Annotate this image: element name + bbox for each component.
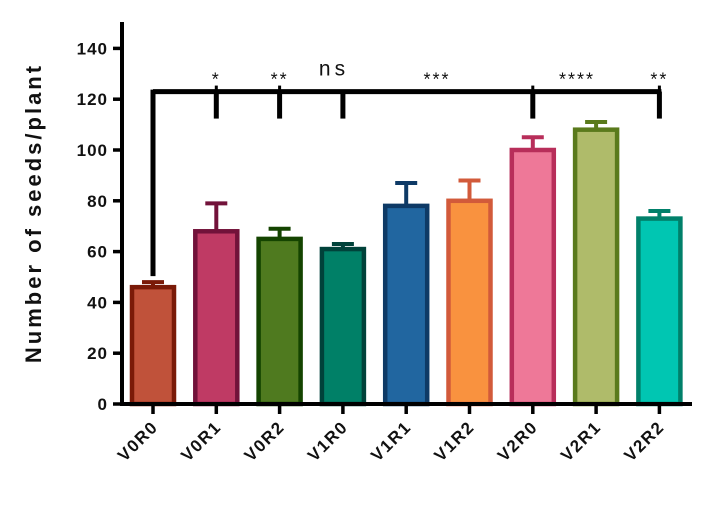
bar-v2r2 — [636, 216, 683, 407]
bars — [129, 120, 683, 407]
x-tick-label: V1R0 — [304, 417, 352, 465]
x-tick-label: V1R2 — [431, 417, 479, 465]
bar-v0r0 — [129, 284, 177, 407]
x-tick-label: V0R2 — [241, 417, 289, 465]
bar-v1r0 — [319, 246, 367, 407]
bar-v0r1 — [193, 229, 240, 407]
significance-label: *** — [423, 70, 450, 90]
significance-label: **** — [559, 70, 595, 90]
bar-v0r2 — [256, 236, 303, 407]
y-tick-label: 140 — [77, 39, 108, 58]
x-tick-label: V2R2 — [620, 417, 668, 465]
x-tick-label: V1R1 — [367, 417, 415, 465]
significance-label: * — [212, 70, 221, 90]
y-tick-label: 80 — [87, 192, 108, 211]
y-axis-label: Number of seeds/plant — [21, 63, 46, 363]
y-tick-label: 120 — [77, 90, 108, 109]
y-axis: 0 20 40 60 80 100 120 140 — [77, 22, 124, 414]
y-tick-label: 20 — [87, 344, 108, 363]
y-tick-label: 60 — [87, 243, 108, 262]
x-axis: V0R0 V0R1 V0R2 V1R0 V1R1 V1R2 V2R0 V2R1 V2R2 — [114, 402, 692, 465]
significance-annotations: * ** *** **** **ns — [150, 58, 668, 277]
bar-v1r2 — [446, 198, 493, 407]
ns-label: ns — [319, 58, 349, 81]
y-tick-label: 100 — [77, 141, 108, 160]
bar-v2r1 — [572, 127, 620, 407]
y-tick-label: 40 — [87, 293, 108, 312]
significance-label: ** — [650, 70, 668, 90]
bar-v2r0 — [509, 147, 557, 407]
bar-v1r1 — [382, 203, 430, 407]
significance-label: ** — [271, 70, 289, 90]
x-tick-label: V0R0 — [114, 417, 162, 465]
x-tick-label: V2R0 — [494, 417, 542, 465]
x-tick-label: V0R1 — [177, 417, 225, 465]
x-tick-label: V2R1 — [557, 417, 605, 465]
y-tick-label: 0 — [98, 395, 108, 414]
